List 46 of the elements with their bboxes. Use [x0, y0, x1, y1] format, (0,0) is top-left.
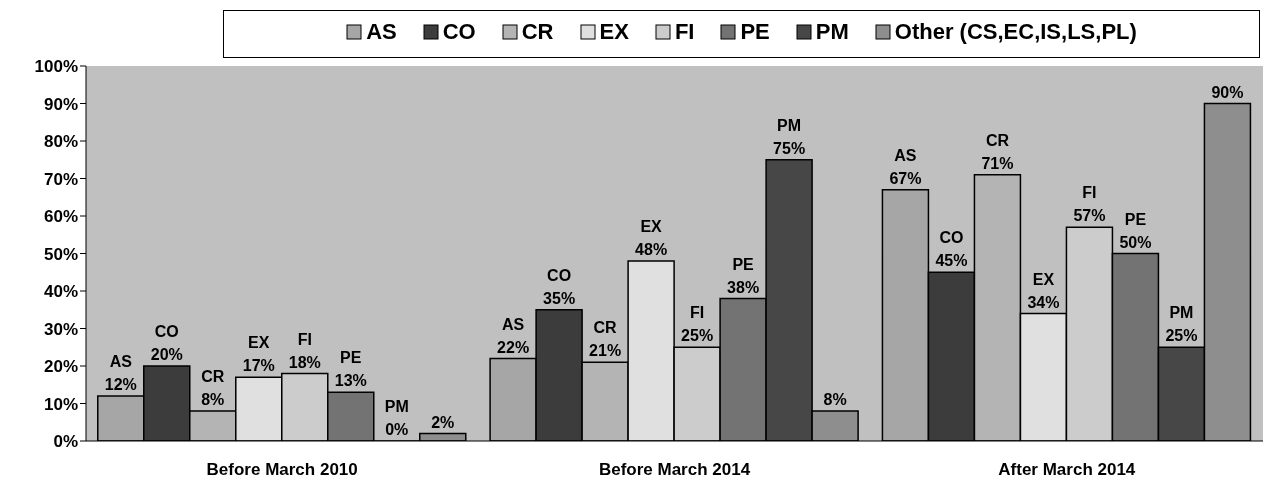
- y-tick-label: 10%: [43, 394, 78, 414]
- legend-label: AS: [366, 19, 397, 45]
- data-label: PE 50%: [1119, 210, 1152, 251]
- data-label: EX 34%: [1027, 270, 1060, 311]
- y-tick-label: 40%: [43, 282, 78, 302]
- data-label: AS 22%: [497, 315, 530, 356]
- data-label: EX 48%: [635, 218, 668, 258]
- data-label: PM 25%: [1165, 304, 1198, 345]
- legend-label: PM: [815, 19, 849, 45]
- data-label: CO 20%: [150, 323, 183, 363]
- data-label: CR 21%: [589, 319, 622, 360]
- data-label: CO 45%: [935, 229, 968, 270]
- data-label: 2%: [431, 413, 455, 431]
- data-label: EX 17%: [242, 334, 275, 375]
- y-tick-label: 0%: [53, 432, 78, 452]
- data-label: PE 38%: [727, 255, 760, 296]
- data-label: CO 35%: [543, 266, 576, 307]
- y-tick-label: 70%: [43, 169, 78, 189]
- y-tick-label: 90%: [43, 94, 78, 114]
- legend-label: Other (CS,EC,IS,LS,PL): [894, 19, 1137, 45]
- data-label: FI 57%: [1073, 184, 1106, 225]
- data-label: FI 25%: [681, 304, 714, 345]
- x-tick-label: Before March 2010: [206, 460, 358, 480]
- data-label: FI 18%: [288, 330, 321, 371]
- y-tick-label: 60%: [43, 207, 78, 227]
- data-label: CR 8%: [201, 368, 225, 408]
- legend-label: FI: [674, 19, 695, 45]
- data-label: 8%: [823, 391, 847, 408]
- y-tick-label: 80%: [43, 132, 78, 152]
- y-tick-label: 50%: [43, 244, 78, 264]
- data-label: PE 13%: [334, 349, 367, 390]
- legend-label: EX: [599, 19, 629, 45]
- x-tick-label: Before March 2014: [598, 460, 751, 480]
- y-tick-label: 30%: [43, 319, 78, 339]
- data-label: CR 71%: [981, 131, 1014, 172]
- legend-label: CO: [442, 19, 476, 45]
- data-label: 90%: [1211, 83, 1244, 101]
- data-label: AS 12%: [104, 353, 137, 393]
- y-tick-label: 20%: [43, 357, 78, 377]
- x-tick-label: After March 2014: [998, 460, 1136, 480]
- data-label: PM 0%: [384, 397, 409, 438]
- legend-label: PE: [740, 19, 770, 45]
- y-tick-label: 100%: [34, 57, 78, 77]
- legend-label: CR: [521, 19, 554, 45]
- data-label: PM 75%: [773, 116, 806, 157]
- data-label: AS 67%: [889, 146, 922, 187]
